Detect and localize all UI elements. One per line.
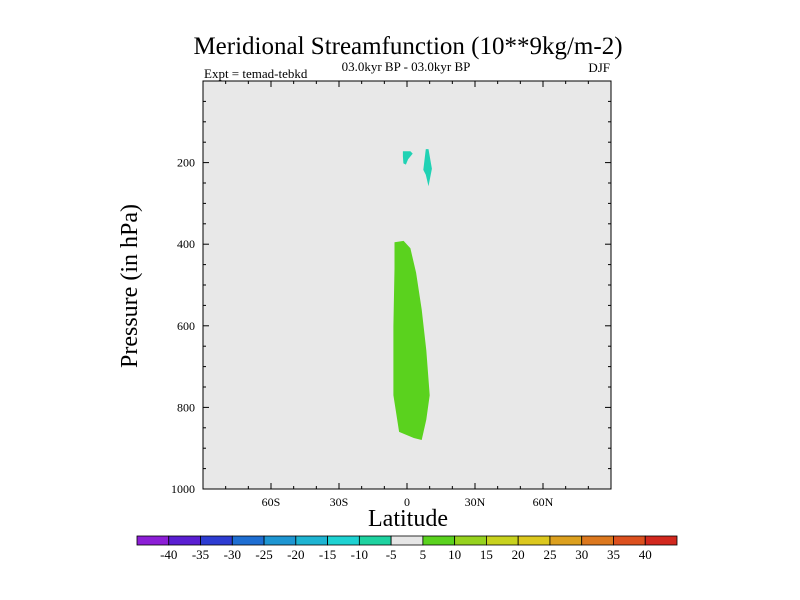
colorbar-box <box>358 535 392 546</box>
colorbar-label: 10 <box>448 547 461 562</box>
colorbar-box <box>486 535 519 546</box>
colorbar-label: 20 <box>512 547 525 562</box>
colorbar-box <box>168 535 201 546</box>
colorbar-box <box>454 535 487 546</box>
colorbar-label: -15 <box>319 547 336 562</box>
y-tick-label: 800 <box>177 400 195 414</box>
colorbar-box <box>327 535 360 546</box>
colorbar-label: 40 <box>639 547 652 562</box>
x-tick-label: 60S <box>262 495 281 509</box>
x-tick-label: 0 <box>404 495 410 509</box>
colorbar-label: 15 <box>480 547 493 562</box>
period-label: 03.0kyr BP - 03.0kyr BP <box>342 59 471 74</box>
colorbar-box <box>231 535 265 546</box>
experiment-label: Expt = temad-tebkd <box>204 66 308 81</box>
x-tick-label: 30N <box>465 495 486 509</box>
colorbar-box <box>200 535 233 546</box>
y-tick-label: 400 <box>177 237 195 251</box>
axis-ticks: 60S 30S 0 30N 60N 200 400 600 800 1000 <box>171 80 612 509</box>
colorbar-label: -20 <box>287 547 304 562</box>
cyan-cell-left <box>402 151 413 165</box>
y-tick-label: 1000 <box>171 482 195 496</box>
colorbar-label: 5 <box>420 547 427 562</box>
colorbar-box <box>295 535 328 546</box>
y-tick-label: 200 <box>177 156 195 170</box>
colorbar-box <box>390 535 424 546</box>
colorbar-label: 30 <box>575 547 588 562</box>
cyan-cell-right <box>423 149 432 187</box>
colorbar-box <box>136 535 170 546</box>
y-axis-title: Pressure (in hPa) <box>117 204 143 368</box>
colorbar-box <box>581 535 614 546</box>
x-tick-label: 60N <box>533 495 554 509</box>
colorbar-label: -30 <box>224 547 241 562</box>
season-label: DJF <box>588 60 610 75</box>
colorbar-label: -5 <box>386 547 397 562</box>
colorbar-box <box>517 535 551 546</box>
colorbar-box <box>263 535 297 546</box>
colorbar-label: 35 <box>607 547 620 562</box>
colorbar-box <box>422 535 456 546</box>
colorbar-box <box>549 535 583 546</box>
x-axis-title: Latitude <box>368 506 448 532</box>
green-cell <box>393 240 430 440</box>
colorbar-box <box>644 535 678 546</box>
colorbar-label: 25 <box>543 547 556 562</box>
chart-title: Meridional Streamfunction (10**9kg/m-2) <box>193 33 622 60</box>
colorbar-label: -25 <box>255 547 272 562</box>
colorbar-label: -40 <box>160 547 177 562</box>
colorbar-label: -35 <box>192 547 209 562</box>
colorbar-label: -10 <box>351 547 368 562</box>
y-tick-label: 600 <box>177 319 195 333</box>
colorbar-box <box>613 535 646 546</box>
colorbar: -40 -35 -30 -25 -20 -15 -10 -5 5 10 15 20 25 30 35 40 <box>136 535 678 562</box>
x-tick-label: 30S <box>330 495 349 509</box>
contour-regions <box>393 149 432 440</box>
